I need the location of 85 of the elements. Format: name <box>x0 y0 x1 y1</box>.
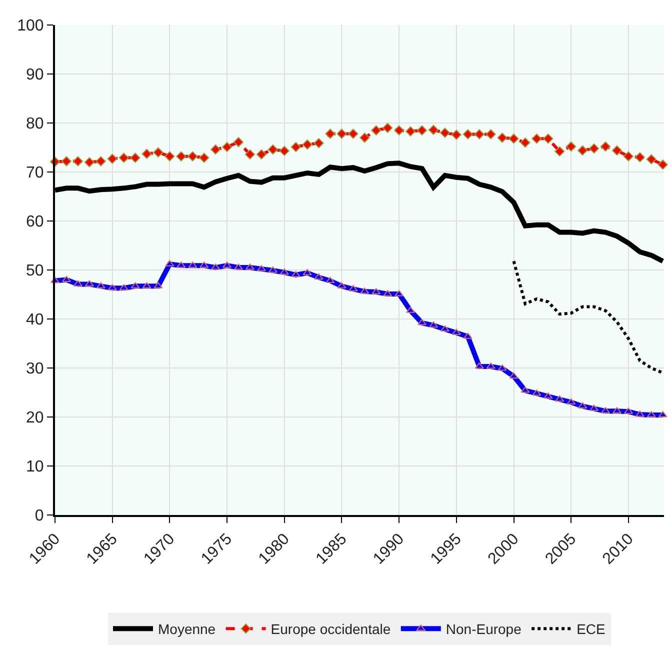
point <box>233 137 244 148</box>
point <box>498 364 507 371</box>
point <box>612 145 622 156</box>
y-tick-label: 50 <box>26 262 44 280</box>
point <box>566 141 576 152</box>
point <box>256 149 266 160</box>
point <box>451 130 462 140</box>
point <box>462 129 473 140</box>
point <box>428 321 438 328</box>
point <box>153 147 164 158</box>
y-tick-label: 20 <box>26 410 44 427</box>
point <box>532 134 542 144</box>
point <box>290 142 301 152</box>
point <box>474 129 484 140</box>
point <box>244 149 256 160</box>
point <box>428 124 439 135</box>
point <box>302 268 312 276</box>
point <box>142 148 152 159</box>
point <box>416 125 428 136</box>
point <box>107 154 118 164</box>
point <box>360 132 370 143</box>
point <box>268 144 278 155</box>
y-tick-label: 70 <box>26 164 44 182</box>
y-tick-label: 90 <box>26 66 44 84</box>
point <box>623 151 634 162</box>
point <box>61 156 72 166</box>
y-tick-label: 30 <box>26 360 44 378</box>
point <box>72 156 83 166</box>
point <box>348 128 358 139</box>
point <box>646 154 656 164</box>
point <box>84 157 94 168</box>
point <box>382 122 393 133</box>
point <box>222 142 232 152</box>
point <box>118 152 129 163</box>
y-tick-label: 0 <box>34 508 44 525</box>
point <box>555 395 564 402</box>
y-tick-label: 60 <box>26 214 44 231</box>
point <box>268 266 278 273</box>
point <box>279 146 290 156</box>
point <box>210 144 221 155</box>
legend-label: Moyenne <box>158 621 216 638</box>
legend-label: ECE <box>576 621 606 638</box>
point <box>96 156 106 166</box>
point <box>440 128 450 138</box>
point <box>600 141 611 152</box>
point <box>405 126 416 136</box>
point <box>634 152 645 162</box>
y-tick-label: 80 <box>26 116 44 133</box>
point <box>566 398 576 405</box>
point <box>658 160 668 170</box>
point <box>578 145 588 156</box>
point <box>394 125 404 136</box>
legend-label: Non-Europe <box>446 621 522 638</box>
point <box>544 392 553 399</box>
point <box>314 273 324 280</box>
point <box>554 146 565 156</box>
point <box>314 138 324 148</box>
point <box>336 128 347 139</box>
point <box>508 134 519 144</box>
point <box>417 318 427 326</box>
point <box>532 389 542 396</box>
point <box>371 125 382 136</box>
y-tick-label: 10 <box>26 458 44 476</box>
point <box>588 143 600 154</box>
point <box>497 132 508 143</box>
point <box>440 325 450 332</box>
point <box>199 152 210 163</box>
point <box>62 276 72 282</box>
y-tick-label: 40 <box>26 312 44 329</box>
line-series <box>512 260 664 374</box>
y-tick-label: 100 <box>17 18 44 35</box>
point <box>326 276 335 284</box>
point <box>302 140 312 150</box>
legend-label: Europe occidentale <box>270 621 391 638</box>
point <box>291 270 300 278</box>
point <box>543 134 554 144</box>
point <box>164 151 175 162</box>
point <box>130 152 140 163</box>
point <box>509 372 518 379</box>
point <box>188 151 198 162</box>
point <box>176 151 186 162</box>
point <box>280 268 289 275</box>
point <box>520 138 530 148</box>
point <box>486 129 496 140</box>
point <box>325 128 336 139</box>
